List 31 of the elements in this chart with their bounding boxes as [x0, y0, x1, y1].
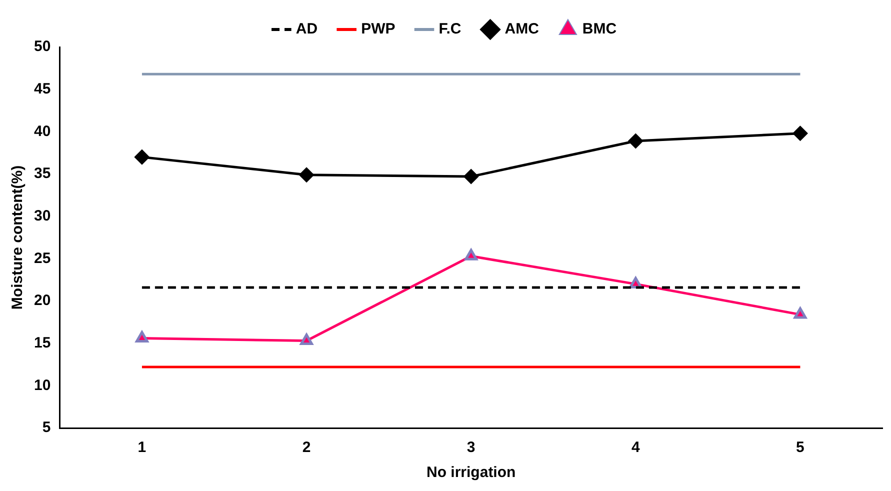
y-tick-label: 15 [34, 334, 51, 352]
y-tick-label: 10 [34, 376, 51, 394]
y-tick-label: 5 [42, 419, 51, 436]
legend-label: PWP [361, 20, 396, 38]
x-tick-label: 4 [631, 439, 640, 456]
point [299, 168, 314, 182]
point [792, 126, 808, 141]
y-tick-label: 35 [34, 165, 51, 182]
point [794, 307, 807, 319]
point [464, 248, 478, 260]
point [136, 331, 148, 343]
point [134, 150, 150, 164]
x-tick-label: 3 [466, 439, 476, 456]
point [628, 134, 643, 148]
legend-label: BMC [582, 20, 617, 38]
y-tick-label: 50 [34, 38, 51, 56]
legend-label: AD [296, 20, 318, 38]
x-tick-label: 5 [796, 439, 804, 456]
y-tick-label: 30 [34, 207, 51, 224]
point [300, 334, 313, 346]
x-axis-title: No irrigation [426, 464, 516, 482]
y-tick-label: 45 [34, 80, 51, 98]
y-axis-title: Moisture content(%) [9, 165, 26, 310]
x-tick-label: 2 [302, 439, 311, 456]
legend-label: F.C [438, 20, 462, 38]
y-tick-label: 25 [34, 250, 51, 267]
point [464, 169, 478, 184]
legend-label: AMC [504, 20, 540, 38]
y-tick-label: 20 [34, 292, 51, 310]
y-tick-label: 40 [34, 122, 51, 140]
x-tick-label: 1 [138, 439, 146, 456]
